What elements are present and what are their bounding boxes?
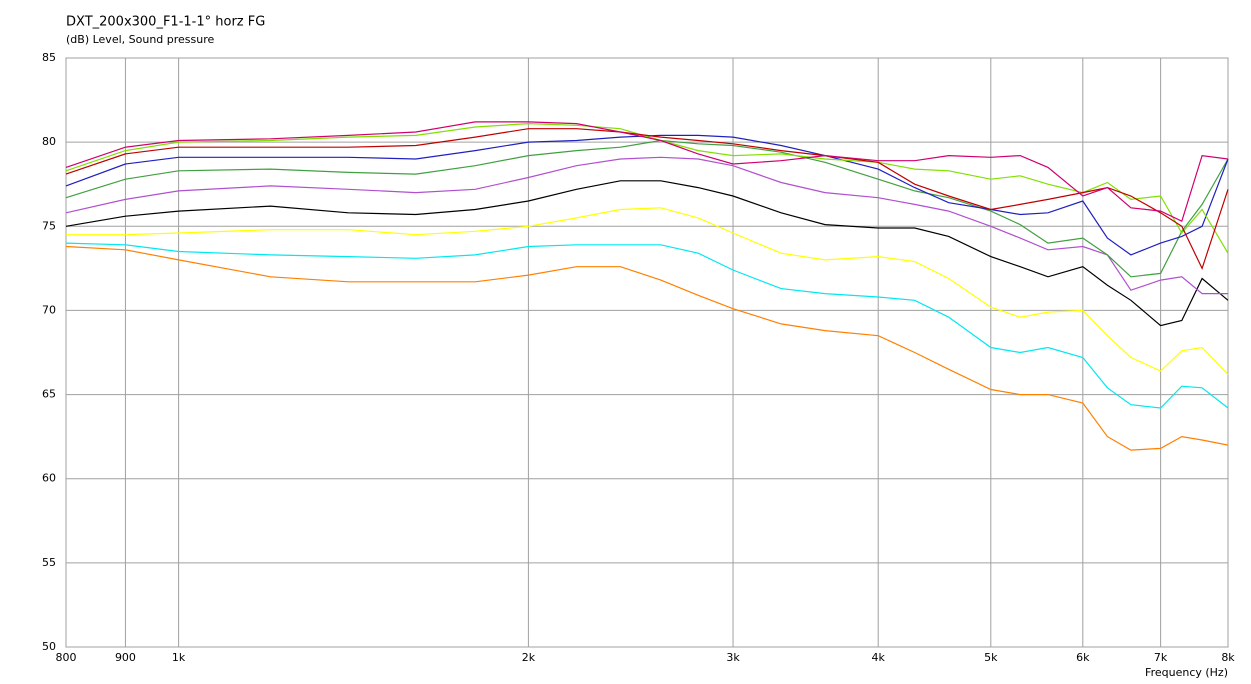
x-tick-label: 2k: [522, 651, 536, 664]
series-line: [65, 245, 1229, 451]
series-line: [65, 156, 1228, 295]
series-line: [65, 242, 1229, 409]
x-tick-label: 3k: [726, 651, 740, 664]
series-line: [65, 128, 1229, 271]
y-tick-label: 50: [42, 640, 56, 653]
x-tick-label: 800: [56, 651, 77, 664]
y-tick-label: 60: [42, 472, 56, 485]
series-line: [65, 122, 1229, 254]
x-tick-label: 900: [115, 651, 136, 664]
y-tick-label: 55: [42, 556, 56, 569]
y-tick-label: 80: [42, 135, 56, 148]
chart-subtitle: (dB) Level, Sound pressure: [66, 33, 215, 46]
x-tick-label: 7k: [1154, 651, 1168, 664]
x-tick-label: 4k: [872, 651, 886, 664]
series-line: [65, 139, 1229, 278]
y-tick-label: 65: [42, 388, 56, 401]
y-tick-label: 85: [42, 51, 56, 64]
x-axis-label: Frequency (Hz): [1145, 666, 1228, 679]
series-line: [66, 207, 1229, 375]
series-line: [65, 180, 1229, 327]
chart-title: DXT_200x300_F1-1-1° horz FG: [66, 15, 265, 30]
x-tick-label: 8k: [1221, 651, 1235, 664]
x-tick-label: 1k: [172, 651, 186, 664]
y-tick-label: 75: [42, 219, 56, 232]
x-tick-label: 5k: [984, 651, 998, 664]
y-tick-label: 70: [42, 303, 56, 316]
series-line: [65, 121, 1229, 223]
series-line: [65, 134, 1229, 256]
x-tick-label: 6k: [1076, 651, 1090, 664]
